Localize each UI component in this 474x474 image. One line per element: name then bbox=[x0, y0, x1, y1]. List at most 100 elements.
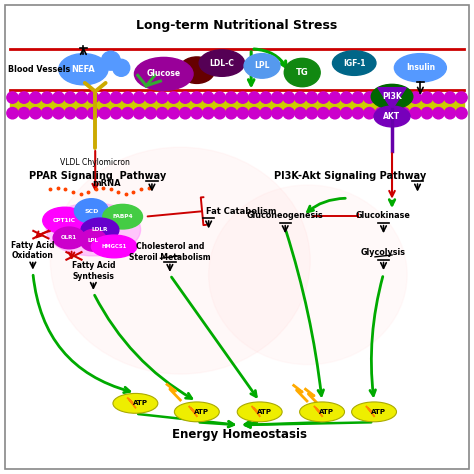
Circle shape bbox=[41, 108, 53, 119]
Circle shape bbox=[41, 92, 53, 103]
Circle shape bbox=[318, 108, 329, 119]
Ellipse shape bbox=[179, 57, 215, 83]
Text: CPT1IC: CPT1IC bbox=[53, 218, 76, 223]
Circle shape bbox=[398, 92, 410, 103]
Text: NEFA: NEFA bbox=[72, 65, 95, 74]
Text: AKT: AKT bbox=[383, 112, 401, 121]
Ellipse shape bbox=[135, 57, 193, 91]
Text: ATP: ATP bbox=[133, 401, 147, 406]
Circle shape bbox=[352, 108, 364, 119]
Circle shape bbox=[180, 92, 191, 103]
Circle shape bbox=[456, 108, 467, 119]
Circle shape bbox=[421, 92, 433, 103]
Text: ATP: ATP bbox=[257, 409, 272, 415]
Ellipse shape bbox=[53, 227, 85, 249]
Text: Fat Catabolism: Fat Catabolism bbox=[206, 207, 277, 216]
Ellipse shape bbox=[43, 207, 86, 234]
Circle shape bbox=[295, 92, 306, 103]
Text: HMGCS1: HMGCS1 bbox=[101, 244, 127, 249]
Circle shape bbox=[53, 108, 64, 119]
Text: ATP: ATP bbox=[319, 409, 334, 415]
Circle shape bbox=[410, 92, 421, 103]
Circle shape bbox=[87, 108, 99, 119]
Text: Fatty Acid
Synthesis: Fatty Acid Synthesis bbox=[72, 261, 115, 281]
Circle shape bbox=[272, 92, 283, 103]
Ellipse shape bbox=[332, 51, 376, 75]
Circle shape bbox=[64, 92, 76, 103]
Ellipse shape bbox=[101, 51, 120, 70]
Circle shape bbox=[329, 108, 340, 119]
Ellipse shape bbox=[46, 203, 141, 256]
Circle shape bbox=[444, 92, 456, 103]
Text: PPAR Signaling  Pathway: PPAR Signaling Pathway bbox=[29, 171, 166, 181]
Circle shape bbox=[375, 108, 387, 119]
Ellipse shape bbox=[74, 199, 109, 223]
Text: VLDL Chylomicron: VLDL Chylomicron bbox=[60, 158, 130, 167]
Text: Glucose: Glucose bbox=[146, 70, 181, 79]
Circle shape bbox=[122, 108, 133, 119]
Circle shape bbox=[168, 108, 179, 119]
Text: ATP: ATP bbox=[371, 409, 386, 415]
Circle shape bbox=[433, 92, 444, 103]
Circle shape bbox=[30, 108, 41, 119]
Circle shape bbox=[7, 108, 18, 119]
Ellipse shape bbox=[394, 54, 447, 82]
Circle shape bbox=[64, 108, 76, 119]
Circle shape bbox=[202, 92, 214, 103]
FancyBboxPatch shape bbox=[10, 98, 464, 113]
Circle shape bbox=[410, 108, 421, 119]
Text: SCD: SCD bbox=[84, 209, 99, 213]
Circle shape bbox=[18, 108, 30, 119]
Text: TG: TG bbox=[296, 68, 309, 77]
Circle shape bbox=[202, 108, 214, 119]
Text: mRNA: mRNA bbox=[93, 179, 121, 188]
Circle shape bbox=[145, 108, 156, 119]
Circle shape bbox=[156, 92, 168, 103]
Text: Long-term Nutritional Stress: Long-term Nutritional Stress bbox=[137, 18, 337, 32]
Circle shape bbox=[226, 108, 237, 119]
Text: Gluconeogenesis: Gluconeogenesis bbox=[247, 211, 324, 220]
Text: LPL: LPL bbox=[88, 238, 99, 243]
Circle shape bbox=[214, 92, 226, 103]
Ellipse shape bbox=[352, 402, 397, 422]
Circle shape bbox=[191, 92, 202, 103]
Circle shape bbox=[110, 108, 122, 119]
Ellipse shape bbox=[91, 235, 137, 258]
Circle shape bbox=[134, 92, 145, 103]
Ellipse shape bbox=[103, 204, 143, 229]
Circle shape bbox=[99, 92, 110, 103]
Ellipse shape bbox=[113, 59, 130, 76]
Ellipse shape bbox=[237, 402, 282, 422]
Ellipse shape bbox=[174, 402, 219, 422]
Circle shape bbox=[53, 92, 64, 103]
Ellipse shape bbox=[374, 106, 410, 127]
Ellipse shape bbox=[244, 54, 280, 78]
Text: LDL-C: LDL-C bbox=[210, 59, 234, 68]
Circle shape bbox=[260, 108, 272, 119]
Circle shape bbox=[180, 108, 191, 119]
Circle shape bbox=[237, 108, 248, 119]
Circle shape bbox=[306, 108, 318, 119]
Circle shape bbox=[156, 108, 168, 119]
Text: Insulin: Insulin bbox=[406, 64, 435, 73]
Circle shape bbox=[237, 92, 248, 103]
Circle shape bbox=[30, 92, 41, 103]
Ellipse shape bbox=[371, 84, 413, 109]
Circle shape bbox=[283, 108, 294, 119]
Circle shape bbox=[341, 92, 352, 103]
Circle shape bbox=[375, 92, 387, 103]
Circle shape bbox=[387, 108, 398, 119]
Circle shape bbox=[248, 108, 260, 119]
Circle shape bbox=[272, 108, 283, 119]
Circle shape bbox=[214, 108, 226, 119]
Circle shape bbox=[364, 92, 375, 103]
Text: LDLR: LDLR bbox=[91, 228, 108, 232]
Text: Blood Vessels: Blood Vessels bbox=[8, 65, 70, 74]
Ellipse shape bbox=[199, 50, 245, 76]
Polygon shape bbox=[378, 88, 406, 109]
Circle shape bbox=[421, 108, 433, 119]
Circle shape bbox=[260, 92, 272, 103]
Circle shape bbox=[76, 92, 87, 103]
Circle shape bbox=[329, 92, 340, 103]
Ellipse shape bbox=[300, 402, 345, 422]
